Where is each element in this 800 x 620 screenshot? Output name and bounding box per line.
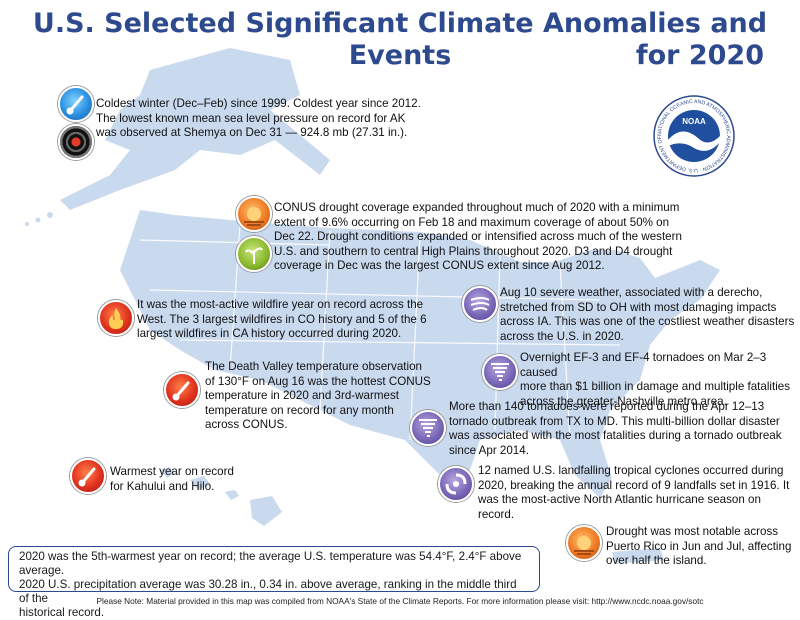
event-hurricane: 12 named U.S. landfalling tropical cyclo… bbox=[478, 464, 790, 521]
drought-sun-icon bbox=[236, 196, 272, 232]
agriculture-plant-icon bbox=[236, 236, 272, 272]
low-pressure-icon bbox=[58, 124, 94, 160]
event-wildfire: It was the most-active wildfire year on … bbox=[137, 298, 427, 340]
puerto-rico-shape bbox=[612, 548, 664, 564]
wildfire-icon bbox=[98, 300, 134, 336]
event-alaska: Coldest winter (Dec–Feb) since 1999. Col… bbox=[96, 97, 421, 139]
event-drought: CONUS drought coverage expanded througho… bbox=[274, 201, 682, 272]
drought-sun-icon bbox=[566, 525, 602, 561]
event-death-valley: The Death Valley temperature observation… bbox=[205, 360, 431, 431]
hurricane-icon bbox=[438, 466, 474, 502]
footer-note: Please Note: Material provided in this m… bbox=[96, 596, 704, 606]
title-line1: U.S. Selected Significant Climate Anomal… bbox=[32, 8, 768, 71]
noaa-logo-text: NOAA bbox=[682, 117, 706, 126]
title-line2: for 2020 bbox=[635, 40, 764, 71]
event-derecho: Aug 10 severe weather, associated with a… bbox=[500, 286, 795, 343]
annual-summary-box: 2020 was the 5th-warmest year on record;… bbox=[8, 546, 540, 619]
tornado-icon bbox=[482, 354, 518, 390]
alaska-shape bbox=[60, 48, 330, 210]
event-puerto-rico: Drought was most notable across Puerto Ri… bbox=[606, 525, 792, 567]
conus-shape bbox=[120, 210, 720, 498]
event-tornado-outbreak: More than 140 tornadoes were reported du… bbox=[449, 400, 782, 457]
event-hawaii: Warmest year on record for Kahului and Hi… bbox=[110, 465, 234, 493]
thermometer-cold-icon bbox=[58, 86, 94, 122]
thermometer-hot-icon bbox=[164, 372, 200, 408]
event-nashville: Overnight EF-3 and EF-4 tornadoes on Mar… bbox=[520, 351, 791, 408]
severe-wind-icon bbox=[462, 286, 498, 322]
hawaii-shape bbox=[160, 467, 282, 526]
noaa-logo: NATIONAL OCEANIC AND ATMOSPHERIC ADMINIS… bbox=[652, 94, 735, 177]
thermometer-hot-icon bbox=[70, 458, 106, 494]
tornado-icon bbox=[410, 410, 446, 446]
